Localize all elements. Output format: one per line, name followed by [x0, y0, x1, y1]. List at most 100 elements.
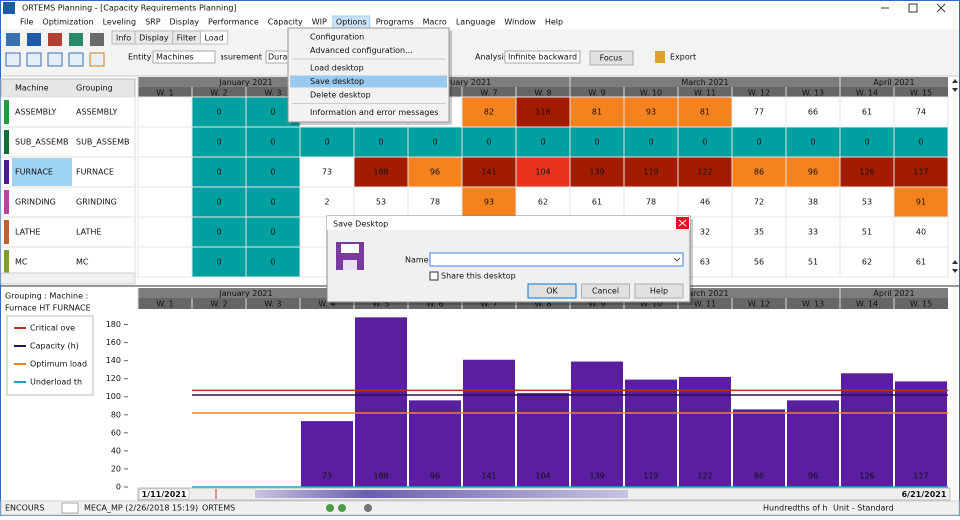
load-value: 81 [700, 108, 710, 117]
load-value: 0 [270, 258, 275, 267]
dialog-button-label[interactable]: Help [650, 287, 668, 296]
load-value: 53 [862, 198, 872, 207]
menu-item[interactable]: Programs [376, 18, 414, 27]
toolbar-icon[interactable] [6, 33, 20, 46]
load-cell [191, 186, 247, 218]
load-cell [893, 246, 949, 278]
grouping-name: MC [76, 258, 89, 267]
toolbar-icon[interactable] [47, 52, 63, 67]
load-value: 61 [592, 198, 602, 207]
week-label: W. 14 [856, 89, 878, 98]
toolbar-icon[interactable] [5, 52, 21, 67]
dialog-button-label[interactable]: Cancel [592, 287, 619, 296]
grouping-name: LATHE [76, 228, 101, 237]
load-value: 0 [378, 138, 383, 147]
load-value: 61 [862, 108, 872, 117]
menu-item[interactable]: Display [170, 18, 200, 27]
analysis-value[interactable]: Infinite backward [508, 53, 577, 62]
toolbar-icon[interactable] [89, 52, 105, 67]
load-value: 0 [270, 138, 275, 147]
tab-label[interactable]: Filter [177, 34, 198, 43]
dialog-button[interactable] [634, 283, 684, 299]
load-cell [893, 156, 949, 188]
menu-item[interactable]: Performance [208, 18, 259, 27]
load-cell [785, 96, 841, 128]
menu-item[interactable]: Macro [423, 18, 447, 27]
grouping-color [4, 220, 9, 244]
maximize-button[interactable] [908, 3, 918, 13]
grouping-label: Grouping : Machine : [5, 292, 88, 301]
bar-value-label: 104 [535, 472, 550, 481]
week-label: W. 9 [588, 89, 605, 98]
month-label: January 2021 [218, 289, 272, 298]
load-cell [245, 126, 301, 158]
menu-item[interactable]: Capacity [268, 18, 303, 27]
menu-item[interactable]: SRP [145, 18, 161, 27]
load-value: 61 [916, 258, 926, 267]
share-label[interactable]: Share this desktop [441, 272, 516, 281]
options-menu-item[interactable]: Information and error messages [310, 108, 438, 117]
load-cell [407, 126, 463, 158]
menu-item[interactable]: Help [545, 18, 563, 27]
tab-label[interactable]: Info [116, 34, 131, 43]
timeline-scrollbar[interactable] [255, 490, 628, 498]
toolbar-icon[interactable] [48, 33, 62, 46]
tab-label[interactable]: Load [204, 34, 223, 43]
toolbar-icon[interactable] [90, 33, 104, 46]
entity-value[interactable]: Machines [156, 53, 194, 62]
menu-item[interactable]: Window [504, 18, 536, 27]
dialog-title: Save Desktop [333, 220, 388, 229]
week-label: W. 10 [640, 89, 662, 98]
menu-item[interactable]: Optimization [42, 18, 93, 27]
bar-value-label: 141 [481, 472, 496, 481]
week-header-band [138, 298, 948, 309]
entity-select[interactable] [152, 50, 216, 64]
load-value: 0 [810, 138, 815, 147]
bar [517, 393, 569, 487]
export-icon[interactable] [655, 51, 665, 63]
menu-item[interactable]: Options [336, 18, 367, 27]
floppy-label [341, 244, 359, 253]
grouping-name: SUB_ASSEMB [76, 138, 130, 147]
load-cell [839, 186, 895, 218]
name-input[interactable] [429, 252, 684, 267]
machine-name: MC [15, 258, 28, 267]
options-menu-item[interactable]: Advanced configuration... [310, 46, 413, 55]
tab[interactable] [199, 30, 229, 45]
load-cell [731, 156, 787, 188]
focus-label[interactable]: Focus [600, 54, 623, 63]
options-menu-item[interactable]: Load desktop [310, 64, 364, 73]
grid-scrollbar[interactable] [0, 272, 136, 285]
load-value: 62 [862, 258, 872, 267]
toolbar-icon[interactable] [27, 33, 41, 46]
load-cell [839, 216, 895, 248]
bar [841, 373, 893, 487]
dialog-button[interactable] [581, 283, 630, 299]
analysis-select[interactable] [504, 50, 581, 64]
toolbar-icon[interactable] [26, 52, 42, 67]
tab-label[interactable]: Display [139, 34, 169, 43]
week-label: W. 2 [210, 300, 227, 309]
toolbar-icon[interactable] [68, 52, 84, 67]
measurement-value[interactable]: Durati [268, 53, 293, 62]
menu-item[interactable]: WIP [312, 18, 327, 27]
options-menu-item[interactable]: Delete desktop [310, 91, 371, 100]
load-value: 0 [270, 168, 275, 177]
month-label: March 2021 [681, 289, 728, 298]
load-cell [839, 156, 895, 188]
week-label: W. 12 [748, 89, 770, 98]
load-value: 0 [216, 108, 221, 117]
share-checkbox[interactable] [429, 271, 439, 281]
dialog-button-label[interactable]: OK [546, 287, 558, 296]
dialog-button[interactable] [527, 283, 577, 299]
load-cell [569, 96, 625, 128]
toolbar-icon[interactable] [69, 33, 83, 46]
menu-item[interactable]: Leveling [103, 18, 137, 27]
menu-item[interactable]: File [20, 18, 33, 27]
options-menu-item[interactable]: Save desktop [310, 77, 364, 86]
export-label[interactable]: Export [670, 53, 696, 62]
options-menu-item[interactable]: Configuration [310, 33, 364, 42]
menu-item[interactable]: Language [456, 18, 496, 27]
focus-button[interactable] [589, 50, 634, 66]
week-label: W. 2 [210, 89, 227, 98]
